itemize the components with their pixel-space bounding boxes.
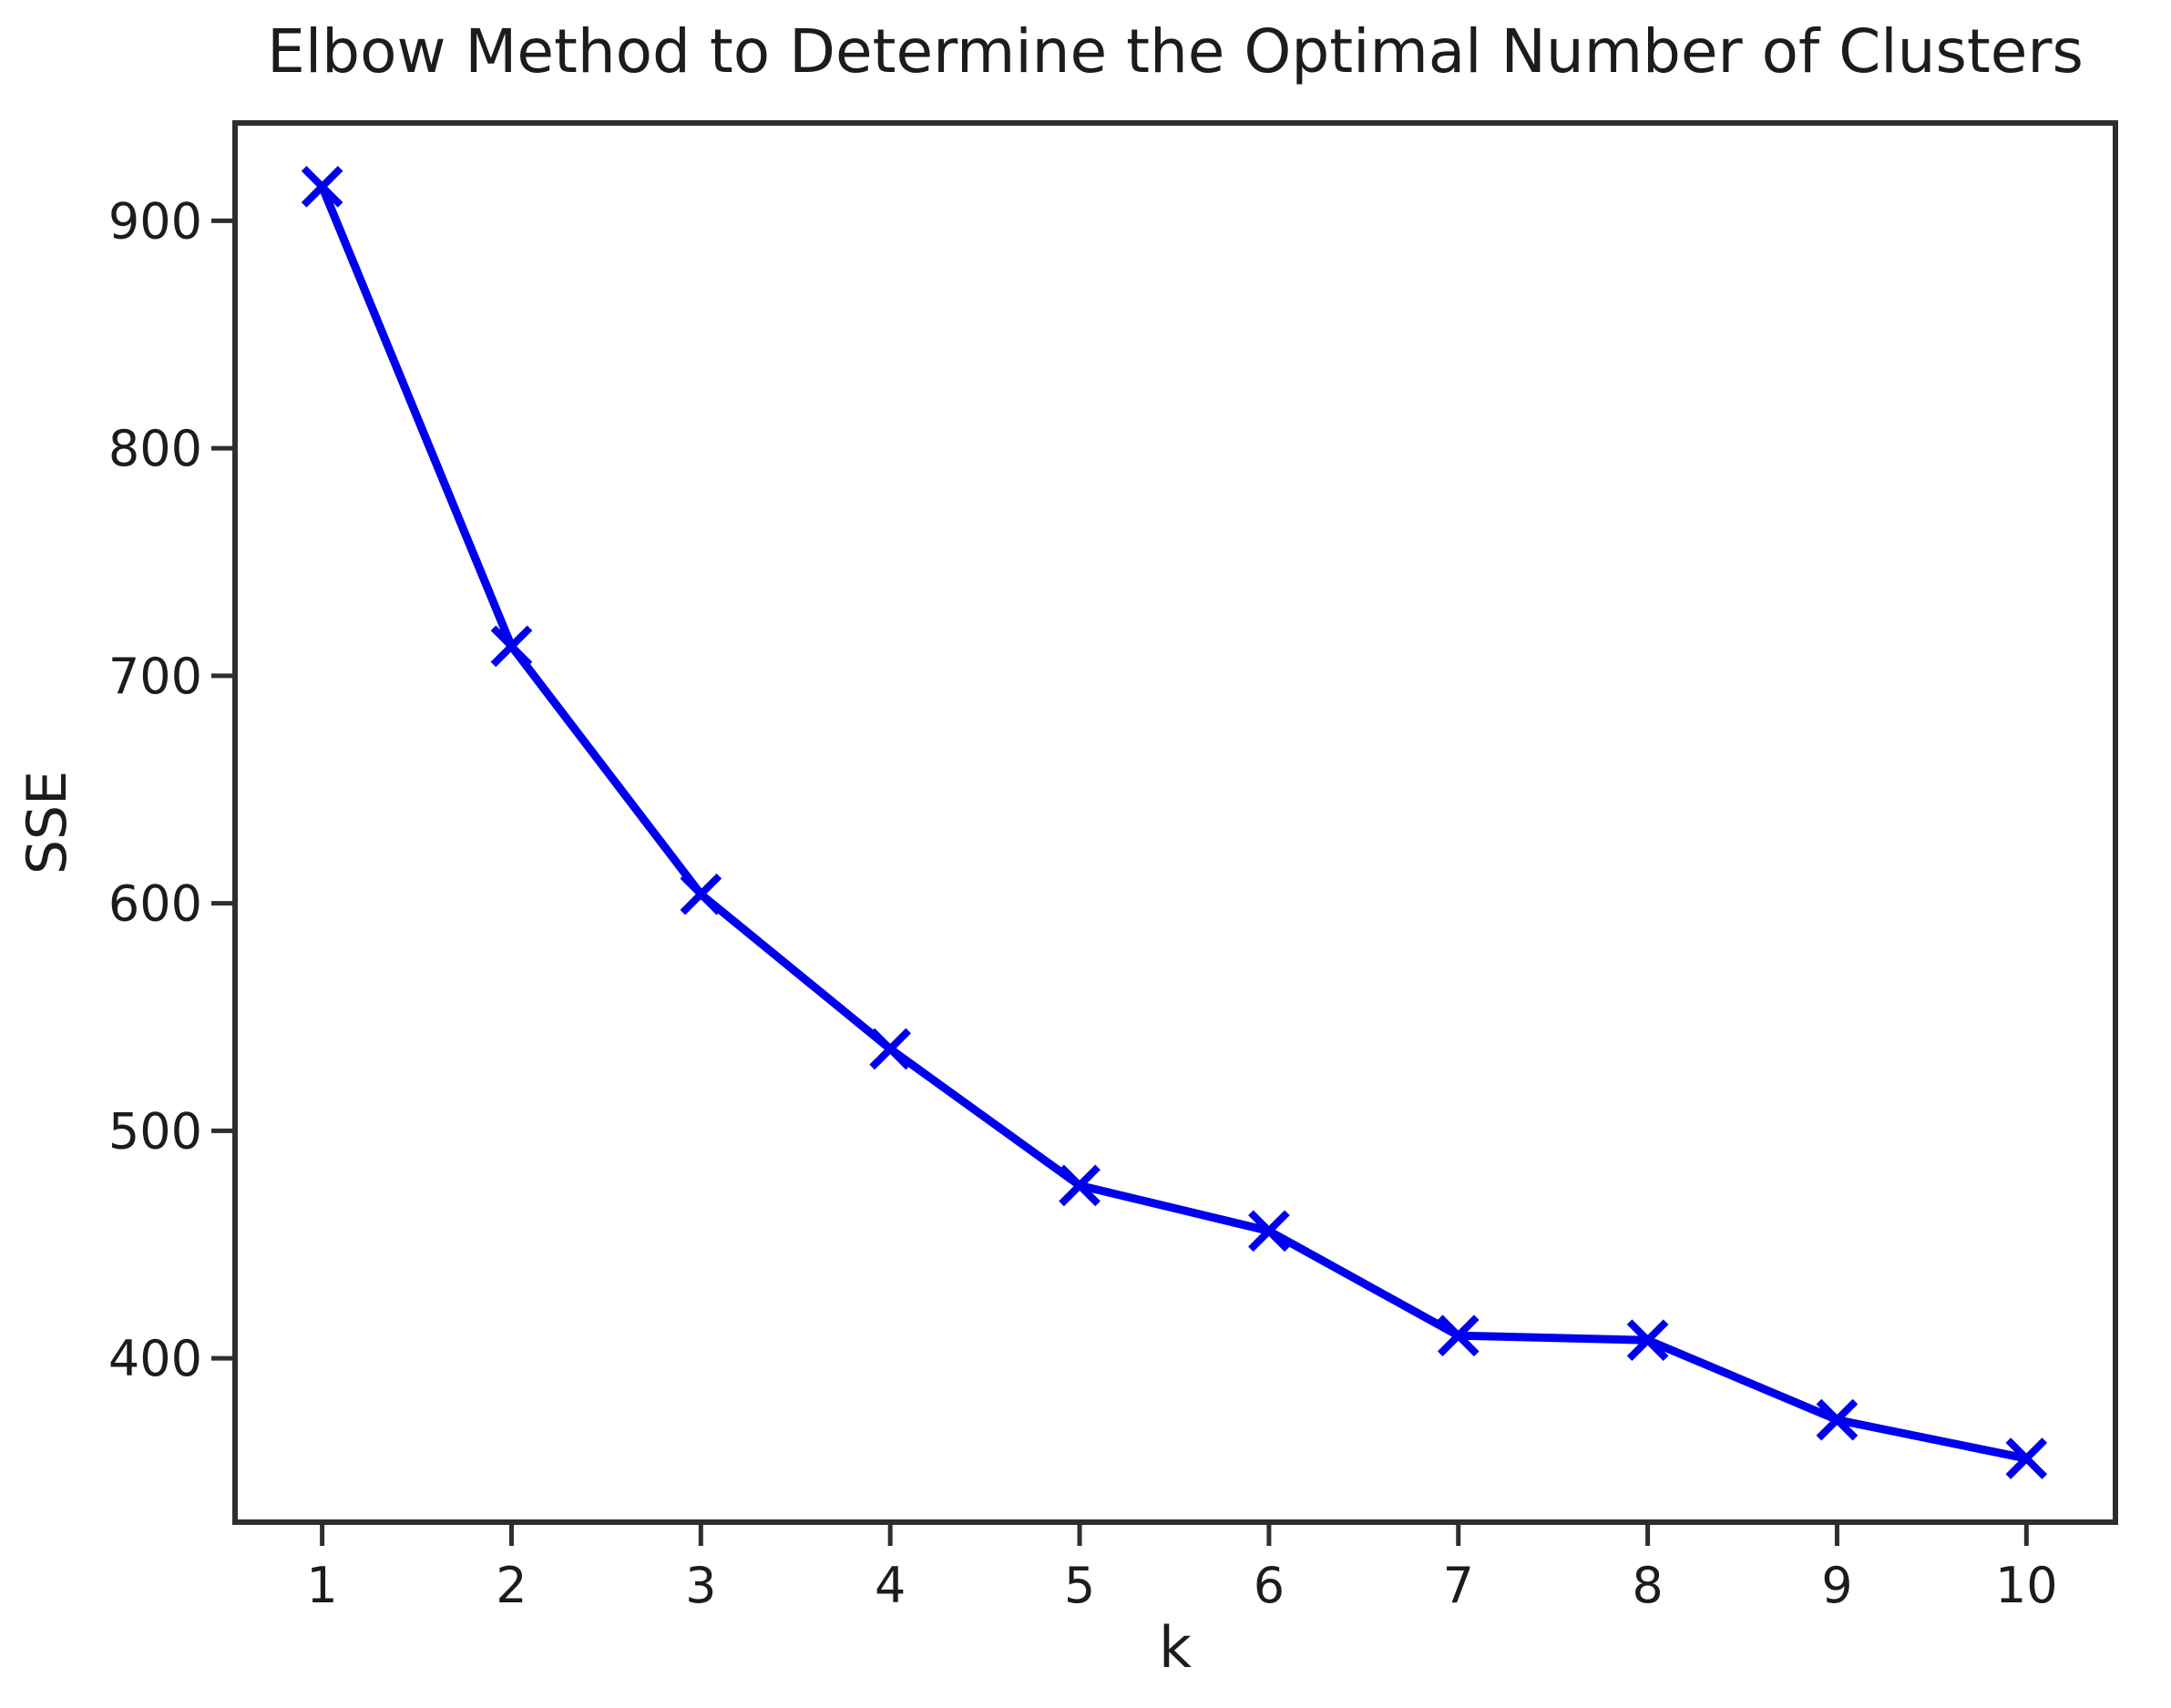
x-tick-label: 5	[1064, 1557, 1095, 1614]
x-tick-label: 4	[875, 1557, 906, 1614]
x-tick-label: 8	[1632, 1557, 1663, 1614]
y-tick-label: 500	[108, 1102, 202, 1160]
y-tick-label: 700	[108, 648, 202, 705]
x-tick-label: 2	[496, 1557, 527, 1614]
x-axis-label: k	[1159, 1614, 1192, 1681]
data-series-line	[318, 185, 2028, 1463]
x-tick-label: 10	[1995, 1557, 2058, 1614]
plot-frame	[232, 120, 2118, 1525]
data-point-marker	[1248, 1210, 1290, 1253]
y-tick-label: 800	[108, 420, 202, 477]
y-tick-label: 900	[108, 192, 202, 250]
data-point-marker	[490, 625, 533, 668]
data-point-marker	[2005, 1437, 2048, 1479]
data-point-marker	[1059, 1164, 1101, 1207]
y-tick-label: 600	[108, 875, 202, 933]
x-tick-label: 6	[1254, 1557, 1285, 1614]
data-point-marker	[680, 873, 722, 915]
data-point-marker	[301, 166, 343, 208]
data-point-marker	[1816, 1398, 1859, 1441]
x-tick-label: 3	[685, 1557, 716, 1614]
y-tick-label: 400	[108, 1330, 202, 1387]
x-tick-label: 9	[1821, 1557, 1852, 1614]
data-point-marker	[1626, 1319, 1669, 1362]
data-point-marker	[1437, 1314, 1480, 1357]
data-point-marker	[869, 1028, 912, 1070]
x-tick-label: 7	[1443, 1557, 1474, 1614]
x-tick-label: 1	[306, 1557, 337, 1614]
chart-title: Elbow Method to Determine the Optimal Nu…	[267, 16, 2084, 87]
